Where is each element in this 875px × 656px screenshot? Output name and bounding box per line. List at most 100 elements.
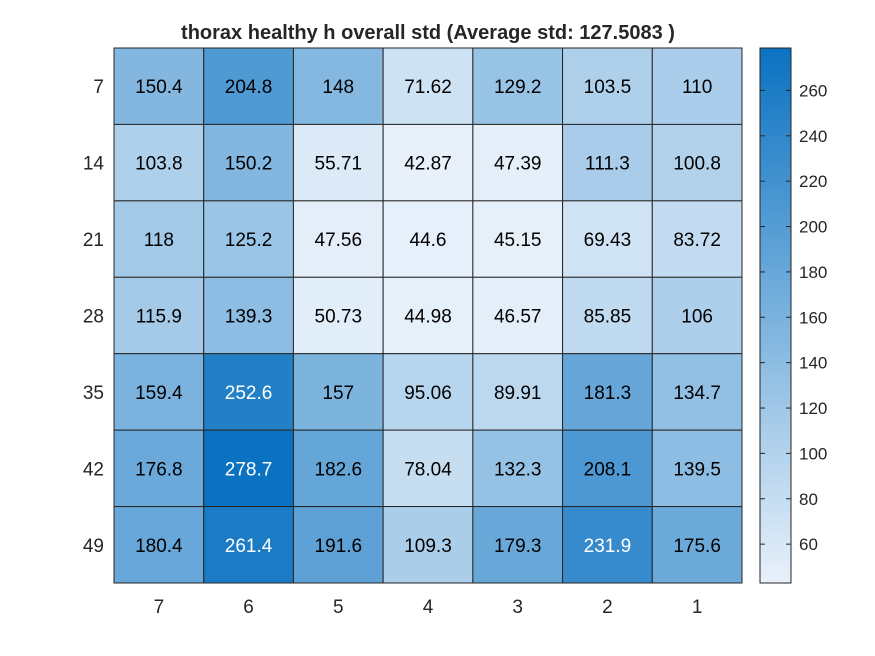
heatmap-cell xyxy=(472,429,564,508)
cell-value-label: 110 xyxy=(682,77,712,98)
cell-value-label: 89.91 xyxy=(494,383,542,404)
cell-value-label: 95.06 xyxy=(404,383,452,404)
cell-value-label: 157 xyxy=(322,383,354,404)
cell-value-label: 71.62 xyxy=(404,77,452,98)
cell-value-label: 139.5 xyxy=(673,459,721,480)
cell-value-label: 191.6 xyxy=(315,536,363,557)
cell-value-label: 175.6 xyxy=(673,536,721,557)
x-tick-label: 3 xyxy=(512,597,523,618)
heatmap-cell xyxy=(382,429,474,508)
heatmap-cell xyxy=(562,200,653,278)
x-axis-tick-labels: 7 6 5 4 3 2 1 xyxy=(154,597,703,618)
heatmap-cell xyxy=(113,506,205,584)
heatmap-cell xyxy=(562,47,653,125)
heatmap-cell xyxy=(562,123,653,202)
cell-value-label: 180.4 xyxy=(135,536,183,557)
x-tick-label: 6 xyxy=(243,597,254,618)
cell-value-label: 103.8 xyxy=(135,154,183,175)
heatmap-cell xyxy=(292,47,384,125)
heatmap-cell xyxy=(203,200,294,278)
cell-value-label: 125.2 xyxy=(225,230,273,251)
x-tick-label: 1 xyxy=(692,597,703,618)
y-tick-label: 14 xyxy=(83,154,105,175)
colorbar-tick-label: 260 xyxy=(799,81,827,100)
heatmap-cell xyxy=(292,200,384,278)
cell-value-label: 132.3 xyxy=(494,459,542,480)
cell-value-label: 85.85 xyxy=(584,307,632,328)
colorbar-tick-label: 60 xyxy=(799,535,818,554)
cell-value-label: 45.15 xyxy=(494,230,542,251)
heatmap-cell xyxy=(203,47,294,125)
cell-value-label: 150.2 xyxy=(225,154,273,175)
cell-value-label: 42.87 xyxy=(404,154,452,175)
cell-value-label: 176.8 xyxy=(135,459,183,480)
cell-value-label: 179.3 xyxy=(494,536,542,557)
heatmap-cell xyxy=(562,276,653,355)
cell-value-label: 115.9 xyxy=(136,307,182,328)
y-tick-label: 49 xyxy=(83,536,104,557)
cell-value-label: 182.6 xyxy=(315,459,363,480)
cell-value-label: 106 xyxy=(681,307,713,328)
heatmap-cell xyxy=(382,506,474,584)
y-tick-label: 28 xyxy=(83,307,104,328)
heatmap-cell xyxy=(472,123,564,202)
cell-value-label: 231.9 xyxy=(584,536,632,557)
y-axis-tick-labels: 7 14 21 28 35 42 49 xyxy=(83,77,105,557)
cell-value-label: 100.8 xyxy=(673,154,721,175)
cell-value-label: 44.6 xyxy=(410,230,447,251)
colorbar-tick-label: 160 xyxy=(799,308,827,327)
heatmap-cell xyxy=(651,123,743,202)
colorbar-tick-label: 120 xyxy=(799,399,827,418)
heatmap-cell xyxy=(651,506,743,584)
cell-value-label: 261.4 xyxy=(225,536,273,557)
cell-value-label: 69.43 xyxy=(584,230,632,251)
cell-value-label: 46.57 xyxy=(494,307,542,328)
heatmap-cell xyxy=(472,200,564,278)
cell-value-label: 252.6 xyxy=(225,383,273,404)
cell-value-label: 50.73 xyxy=(315,307,363,328)
heatmap-cell xyxy=(292,429,384,508)
heatmap-cell xyxy=(113,47,205,125)
colorbar-ticks: 60 80 100 120 140 160 180 200 220 240 260 xyxy=(760,81,827,554)
heatmap-cell xyxy=(113,276,205,355)
heatmap-cell xyxy=(651,353,743,431)
cell-value-label: 159.4 xyxy=(135,383,183,404)
colorbar-tick-label: 80 xyxy=(799,490,818,509)
heatmap-cell xyxy=(292,123,384,202)
y-tick-label: 35 xyxy=(83,383,104,404)
heatmap-cell xyxy=(113,429,205,508)
cell-value-label: 47.39 xyxy=(494,154,542,175)
cell-value-label: 181.3 xyxy=(584,383,632,404)
x-tick-label: 7 xyxy=(154,597,165,618)
heatmap-cell xyxy=(651,429,743,508)
x-tick-label: 4 xyxy=(423,597,434,618)
cell-value-label: 55.71 xyxy=(315,154,363,175)
cell-value-label: 134.7 xyxy=(673,383,721,404)
cell-value-label: 111.3 xyxy=(585,154,630,175)
heatmap-cells: 150.4 204.8 148 71.62 129.2 103.5 110 103.8 150.… xyxy=(113,47,743,584)
heatmap-cell xyxy=(382,276,474,355)
heatmap-cell xyxy=(651,200,743,278)
heatmap-cell xyxy=(382,200,474,278)
y-tick-label: 7 xyxy=(93,77,104,98)
heatmap-cell xyxy=(203,429,294,508)
cell-value-label: 139.3 xyxy=(225,307,273,328)
cell-value-label: 278.7 xyxy=(225,459,273,480)
colorbar-tick-label: 140 xyxy=(799,354,827,373)
cell-value-label: 204.8 xyxy=(225,77,273,98)
heatmap-cell xyxy=(472,47,564,125)
heatmap-cell xyxy=(472,506,564,584)
heatmap-cell xyxy=(292,506,384,584)
cell-value-label: 150.4 xyxy=(135,77,183,98)
heatmap-cell xyxy=(562,506,653,584)
y-tick-label: 42 xyxy=(83,459,104,480)
heatmap-cell xyxy=(292,353,384,431)
cell-value-label: 44.98 xyxy=(404,307,452,328)
cell-value-label: 129.2 xyxy=(494,77,542,98)
colorbar-tick-label: 100 xyxy=(799,444,827,463)
cell-value-label: 47.56 xyxy=(315,230,363,251)
cell-value-label: 103.5 xyxy=(584,77,632,98)
colorbar-tick-label: 220 xyxy=(799,172,827,191)
colorbar-tick-label: 200 xyxy=(799,218,827,237)
colorbar-tick-label: 240 xyxy=(799,127,827,146)
